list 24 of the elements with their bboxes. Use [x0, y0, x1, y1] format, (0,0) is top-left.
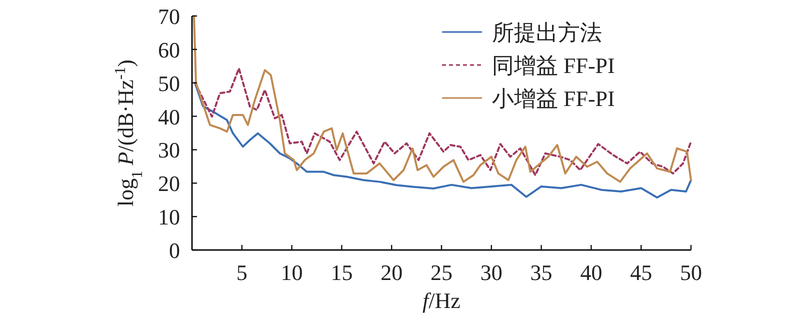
y-tick-label: 40	[158, 104, 180, 130]
y-tick-label: 60	[158, 37, 180, 62]
x-tick-label: 25	[430, 260, 452, 285]
x-tick-label: 50	[680, 260, 702, 285]
x-tick-label: 15	[330, 260, 353, 285]
line-series	[193, 15, 692, 183]
x-axis-title: f/Hz	[422, 288, 461, 313]
x-tick-label: 20	[380, 260, 403, 285]
x-tick-label: 10	[280, 260, 303, 285]
y-tick-label: 50	[158, 70, 180, 96]
legend-label: 同增益 FF-PI	[492, 53, 615, 78]
x-tick-label: 40	[580, 260, 602, 285]
x-tick-label: 35	[530, 260, 552, 285]
y-tick-label: 0	[169, 238, 180, 263]
y-tick-label: 10	[158, 204, 180, 230]
y-tick-label: 70	[158, 4, 180, 29]
legend-label: 所提出方法	[492, 20, 602, 45]
x-tick-label: 30	[480, 260, 502, 285]
x-tick-label: 45	[630, 260, 652, 285]
x-tick-label: 5	[236, 260, 248, 285]
line-series	[194, 82, 692, 199]
legend-label: 小增益 FF-PI	[492, 86, 615, 111]
y-tick-label: 30	[158, 138, 180, 163]
y-tick-label: 20	[158, 171, 180, 196]
